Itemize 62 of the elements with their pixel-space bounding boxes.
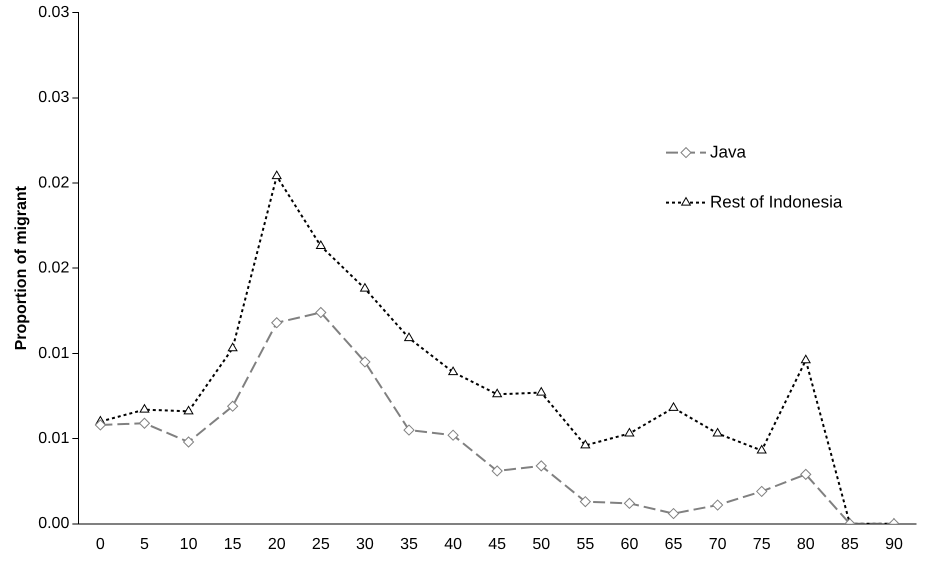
point (536, 460, 547, 472)
point (492, 388, 502, 398)
x-tick-label: 25 (312, 536, 330, 553)
point (492, 465, 503, 476)
point (315, 307, 326, 318)
legend-label: Java (710, 142, 746, 162)
y-tick-label: 0.03 (38, 89, 70, 106)
x-tick-label: 0 (96, 536, 105, 553)
x-tick-label: 65 (664, 536, 683, 553)
point (94, 419, 106, 430)
x-tick-label: 20 (268, 536, 286, 553)
y-tick-label: 0.02 (38, 260, 70, 277)
point (183, 436, 194, 448)
point (403, 424, 414, 436)
point (360, 283, 370, 292)
point (227, 400, 238, 412)
point (228, 342, 238, 352)
point (536, 387, 546, 396)
y-tick-label: 0.03 (38, 4, 70, 22)
point (580, 440, 590, 448)
point (404, 332, 414, 342)
x-tick-label: 80 (796, 536, 815, 553)
x-tick-label: 30 (356, 536, 374, 553)
point (448, 366, 458, 376)
x-tick-label: 55 (576, 536, 594, 553)
point (800, 354, 811, 364)
point (712, 428, 722, 436)
point (624, 428, 634, 436)
legend-label: Rest of Indonesia (710, 192, 843, 212)
y-tick-label: 0.02 (38, 174, 70, 192)
point (668, 402, 678, 411)
point (668, 508, 680, 520)
x-tick-label: 35 (400, 536, 418, 553)
x-tick-label: 60 (620, 536, 638, 553)
point (624, 498, 635, 509)
point (316, 240, 326, 250)
point (448, 430, 459, 441)
point (800, 468, 812, 480)
x-tick-label: 40 (444, 536, 462, 553)
y-axis-title: Proportion of migrant (13, 185, 30, 350)
y-tick-label: 0.01 (38, 430, 70, 448)
point (184, 406, 194, 414)
y-tick-label: 0.00 (38, 515, 70, 532)
point (272, 170, 282, 180)
point (756, 445, 767, 454)
y-tick-label: 0.01 (38, 344, 70, 362)
x-tick-label: 50 (532, 536, 550, 553)
x-tick-label: 70 (708, 536, 727, 553)
point (359, 356, 370, 368)
point (138, 418, 150, 429)
point (140, 404, 150, 413)
x-tick-label: 85 (840, 536, 859, 553)
x-tick-label: 10 (180, 536, 198, 553)
x-tick-label: 45 (488, 536, 506, 553)
x-tick-label: 90 (885, 536, 903, 553)
x-tick-label: 75 (752, 536, 771, 553)
x-tick-label: 5 (140, 536, 150, 553)
point (756, 486, 768, 497)
x-tick-label: 15 (224, 536, 242, 553)
point (580, 496, 591, 508)
point (712, 500, 724, 511)
point (271, 317, 282, 328)
